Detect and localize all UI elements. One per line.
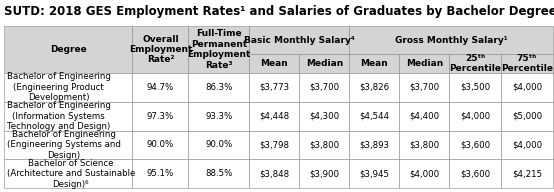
Bar (350, 73, 399, 102)
Text: Bachelor of Engineering
(Engineering Systems and
Design): Bachelor of Engineering (Engineering Sys… (7, 130, 121, 160)
Text: $3,848: $3,848 (259, 169, 289, 178)
Bar (188, 131, 249, 159)
Text: Bachelor of Science
(Architecture and Sustainable
Design)⁶: Bachelor of Science (Architecture and Su… (7, 159, 135, 189)
Bar (132, 26, 188, 73)
Bar (4, 131, 132, 159)
Bar (188, 159, 249, 188)
Text: Mean: Mean (260, 59, 288, 68)
Text: $4,000: $4,000 (512, 141, 542, 149)
Bar (249, 54, 299, 73)
Text: $3,700: $3,700 (409, 83, 439, 92)
Text: Bachelor of Engineering
(Information Systems
Technology and Design): Bachelor of Engineering (Information Sys… (7, 101, 111, 131)
Text: 88.5%: 88.5% (205, 169, 233, 178)
Text: Overall
Employment
Rate²: Overall Employment Rate² (129, 35, 192, 64)
Bar (4, 159, 132, 188)
Text: 97.3%: 97.3% (147, 112, 174, 121)
Text: $3,945: $3,945 (360, 169, 389, 178)
Bar (132, 131, 188, 159)
Bar (188, 102, 249, 131)
Bar (132, 159, 188, 188)
Bar (501, 102, 553, 131)
Bar (501, 131, 553, 159)
Text: $3,798: $3,798 (259, 141, 289, 149)
Text: 90.0%: 90.0% (206, 141, 233, 149)
Bar (249, 102, 299, 131)
Bar (350, 159, 399, 188)
Text: $3,600: $3,600 (460, 169, 490, 178)
Bar (350, 54, 399, 73)
Bar (449, 159, 501, 188)
Bar (449, 54, 501, 73)
Bar (132, 73, 188, 102)
Bar (350, 26, 553, 54)
Text: SUTD: 2018 GES Employment Rates¹ and Salaries of Graduates by Bachelor Degree: SUTD: 2018 GES Employment Rates¹ and Sal… (4, 5, 554, 18)
Text: $4,215: $4,215 (512, 169, 542, 178)
Text: $3,800: $3,800 (409, 141, 439, 149)
Bar (299, 131, 350, 159)
Text: Bachelor of Engineering
(Engineering Product
Development): Bachelor of Engineering (Engineering Pro… (7, 72, 111, 102)
Bar (188, 26, 249, 73)
Bar (399, 102, 449, 131)
Text: Basic Monthly Salary⁴: Basic Monthly Salary⁴ (244, 36, 355, 45)
Text: 93.3%: 93.3% (206, 112, 233, 121)
Text: 75ᵗʰ
Percentile: 75ᵗʰ Percentile (501, 54, 553, 73)
Bar (501, 159, 553, 188)
Text: Full-Time
Permanent
Employment
Rate³: Full-Time Permanent Employment Rate³ (187, 29, 250, 70)
Text: $3,800: $3,800 (309, 141, 340, 149)
Text: $3,700: $3,700 (309, 83, 340, 92)
Bar (249, 159, 299, 188)
Text: $4,000: $4,000 (512, 83, 542, 92)
Bar (501, 73, 553, 102)
Text: $4,300: $4,300 (309, 112, 340, 121)
Bar (449, 73, 501, 102)
Text: $4,000: $4,000 (409, 169, 439, 178)
Text: 25ᵗʰ
Percentile: 25ᵗʰ Percentile (449, 54, 501, 73)
Text: $4,448: $4,448 (259, 112, 289, 121)
Bar (449, 102, 501, 131)
Bar (299, 73, 350, 102)
Bar (350, 131, 399, 159)
Bar (249, 26, 350, 54)
Bar (449, 131, 501, 159)
Text: Median: Median (406, 59, 443, 68)
Bar (399, 131, 449, 159)
Text: Median: Median (306, 59, 343, 68)
Text: $3,773: $3,773 (259, 83, 289, 92)
Text: Degree: Degree (50, 45, 87, 54)
Bar (249, 131, 299, 159)
Text: $3,500: $3,500 (460, 83, 490, 92)
Bar (399, 159, 449, 188)
Text: 95.1%: 95.1% (147, 169, 174, 178)
Bar (4, 102, 132, 131)
Text: 90.0%: 90.0% (147, 141, 174, 149)
Text: Mean: Mean (361, 59, 388, 68)
Text: $4,400: $4,400 (409, 112, 439, 121)
Text: 94.7%: 94.7% (147, 83, 174, 92)
Bar (188, 73, 249, 102)
Bar (501, 54, 553, 73)
Text: $3,900: $3,900 (309, 169, 340, 178)
Bar (350, 102, 399, 131)
Bar (299, 102, 350, 131)
Text: $3,600: $3,600 (460, 141, 490, 149)
Text: Gross Monthly Salary¹: Gross Monthly Salary¹ (395, 36, 507, 45)
Bar (132, 102, 188, 131)
Text: $5,000: $5,000 (512, 112, 542, 121)
Bar (299, 54, 350, 73)
Bar (4, 73, 132, 102)
Bar (4, 26, 132, 73)
Text: $4,000: $4,000 (460, 112, 490, 121)
Text: 86.3%: 86.3% (205, 83, 233, 92)
Text: $3,826: $3,826 (360, 83, 389, 92)
Bar (249, 73, 299, 102)
Bar (399, 73, 449, 102)
Text: $3,893: $3,893 (360, 141, 389, 149)
Bar (299, 159, 350, 188)
Text: $4,544: $4,544 (360, 112, 389, 121)
Bar (399, 54, 449, 73)
